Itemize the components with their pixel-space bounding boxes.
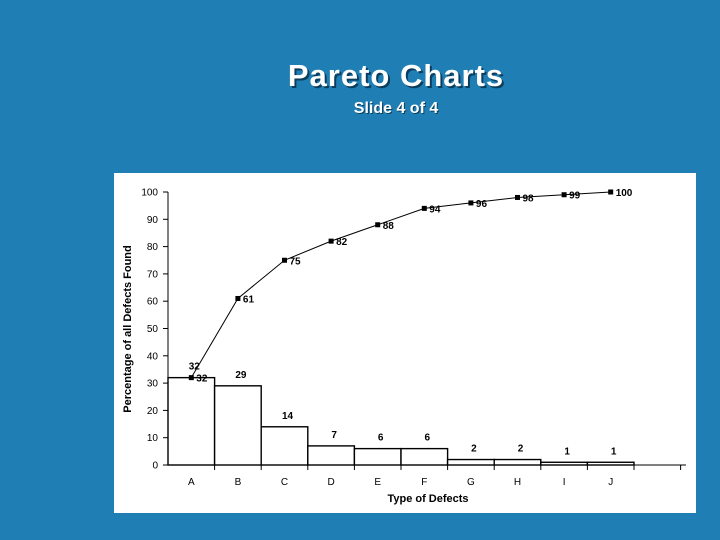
bar-value-label: 7: [331, 430, 337, 441]
cumulative-point: [328, 238, 334, 244]
cumulative-point: [515, 194, 520, 200]
y-tick-label: 10: [147, 433, 159, 444]
y-tick-label: 30: [147, 379, 159, 390]
category-label: F: [421, 477, 427, 488]
cumulative-value-label: 82: [336, 237, 348, 248]
bar: [400, 447, 449, 466]
cumulative-value-label: 96: [476, 199, 488, 210]
category-label: J: [608, 477, 613, 488]
category-label: B: [235, 477, 242, 488]
y-tick-label: 90: [147, 215, 159, 226]
bar: [213, 385, 262, 466]
bar: [353, 447, 402, 466]
cumulative-value-label: 88: [383, 221, 395, 232]
category-label: C: [281, 477, 288, 488]
cumulative-value-label: 100: [616, 188, 633, 199]
cumulative-value-label: 32: [196, 374, 208, 385]
y-tick-label: 0: [152, 461, 158, 472]
cumulative-value-label: 75: [290, 256, 302, 267]
category-label: H: [514, 477, 521, 488]
bar: [586, 461, 635, 466]
cumulative-point: [608, 189, 614, 195]
y-axis-label: Percentage of all Defects Found: [122, 245, 134, 412]
category-label: I: [563, 477, 566, 488]
bar: [446, 458, 495, 466]
y-tick-label: 50: [147, 324, 159, 335]
bar-value-label: 1: [564, 446, 570, 457]
cumulative-point: [188, 375, 194, 381]
category-label: D: [327, 477, 334, 488]
bar-value-label: 29: [235, 370, 247, 381]
category-label: G: [467, 477, 475, 488]
y-tick-label: 60: [147, 297, 159, 308]
cumulative-point: [282, 257, 287, 263]
bar: [167, 376, 216, 466]
bar: [540, 461, 589, 466]
bar-value-label: 2: [471, 444, 477, 455]
category-label: E: [374, 477, 381, 488]
pareto-chart: Percentage of all Defects Found Type of …: [122, 188, 686, 505]
bar-value-label: 14: [282, 411, 294, 422]
cumulative-line: [190, 191, 611, 378]
chart-panel: Percentage of all Defects Found Type of …: [114, 173, 696, 513]
x-axis-label: Type of Defects: [387, 493, 468, 505]
cumulative-value-label: 61: [243, 294, 255, 305]
cumulative-value-label: 94: [429, 204, 441, 215]
y-tick-label: 70: [147, 269, 159, 280]
cumulative-point: [561, 192, 567, 198]
bar: [260, 426, 309, 466]
cumulative-point: [421, 205, 427, 211]
bar-value-label: 6: [425, 433, 431, 444]
slide-title: Pareto Charts: [287, 58, 505, 93]
bar: [493, 458, 542, 466]
slide-subtitle: Slide 4 of 4: [353, 100, 439, 117]
cumulative-value-label: 98: [523, 193, 535, 204]
cumulative-point: [375, 222, 381, 228]
y-tick-label: 80: [147, 242, 159, 253]
bar-value-label: 32: [189, 362, 201, 373]
bar: [307, 445, 356, 466]
cumulative-value-label: 99: [569, 191, 581, 202]
bar-value-label: 2: [518, 444, 524, 455]
y-tick-label: 20: [147, 406, 159, 417]
cumulative-point: [468, 200, 474, 206]
y-tick-label: 40: [147, 351, 159, 362]
bar-value-label: 6: [378, 433, 384, 444]
cumulative-point: [235, 295, 241, 301]
bar-value-label: 1: [611, 446, 617, 457]
category-label: A: [188, 477, 195, 488]
y-tick-label: 100: [141, 188, 158, 199]
